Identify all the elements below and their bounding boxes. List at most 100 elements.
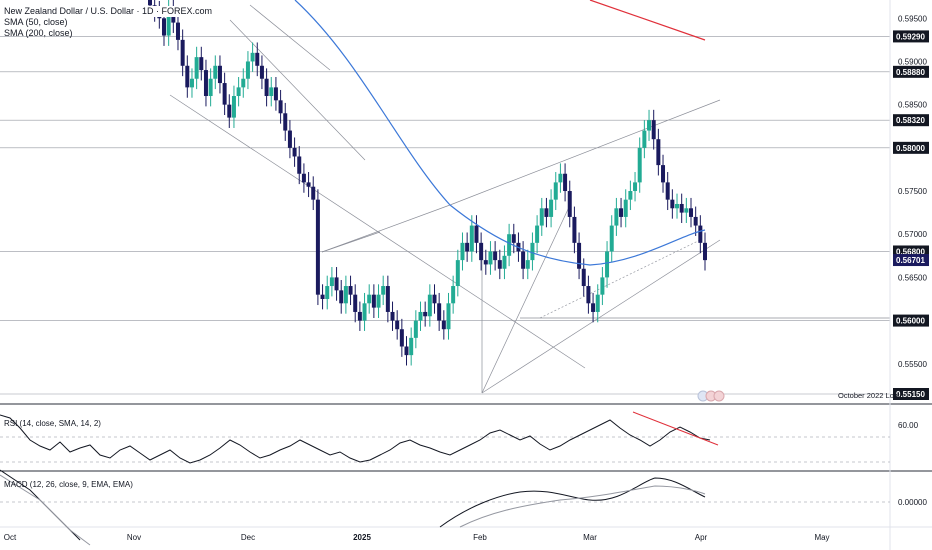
time-tick-label: Feb [473,533,487,542]
candle-body [381,286,386,295]
candle-body [661,165,666,183]
candle-body [628,191,633,200]
candle-body [231,96,236,118]
price-tag [893,254,929,267]
candle-body [334,277,339,291]
candle-body [637,147,642,183]
candle-body [488,251,493,265]
price-tick-label: 0.57500 [898,187,927,196]
candle-body [353,294,358,312]
price-tag-label: 0.58880 [896,68,925,77]
candle-body [301,173,306,183]
candle-body [633,182,638,192]
candle-body [161,18,166,36]
macd-pane [0,469,890,546]
moving-averages [294,0,706,266]
candle-body [497,260,502,269]
candle-body [357,311,362,321]
candle-body [642,130,647,148]
time-tick-label: Oct [4,533,17,542]
candle-body [521,251,526,269]
candle-body [367,294,372,304]
price-tag-label: 0.58000 [896,144,925,153]
candle-body [647,120,652,131]
candle-body [675,203,680,209]
candle-body [437,303,442,321]
candle-body [283,113,288,131]
candle-body [479,242,484,261]
october-2022-low-label: October 2022 Low [838,391,900,400]
candle-body [189,78,194,88]
candle-body [493,251,498,261]
macd-line [439,477,706,528]
price-tag [893,388,929,400]
candle-body [273,87,278,101]
time-tick-label: May [814,533,829,542]
price-tag [893,114,929,127]
candle-body [549,199,554,217]
macd-signal-line [459,485,706,528]
candle-body [451,286,456,304]
sma200-line [589,0,706,41]
sma200-label[interactable]: SMA (200, close) [4,28,73,38]
trendlines [169,4,890,394]
candle-body [665,182,670,200]
time-axis: Oct Nov Dec 2025 Feb Mar Apr May [4,533,830,542]
chart-legend: New Zealand Dollar / U.S. Dollar · 1D · … [4,6,213,39]
trendline [481,204,571,394]
macd-label[interactable]: MACD (12, 26, close, 9, EMA, EMA) [4,480,133,489]
candle-body [446,303,451,330]
symbol-title[interactable]: New Zealand Dollar / U.S. Dollar · 1D · … [4,6,213,17]
candle-body [679,203,684,213]
candle-body [362,303,367,321]
candle-body [278,100,283,114]
candle-body [530,242,535,261]
candle-body [180,39,185,66]
candle-body [306,182,311,187]
candle-body [553,182,558,200]
candle-body [563,173,568,192]
candle-body [502,255,507,269]
time-tick-label: 2025 [353,533,371,542]
price-tag-label: 0.58320 [896,116,925,125]
trendline [539,239,701,319]
candle-body [507,234,512,256]
candle-body [227,104,232,118]
price-tag-label: 0.59290 [896,32,925,41]
price-tick-label: 0.59500 [898,14,927,23]
rsi-label[interactable]: RSI (14, close, SMA, 14, 2) [4,419,101,428]
sma50-label[interactable]: SMA (50, close) [4,17,68,27]
price-tick-label: 0.58500 [898,101,927,110]
candle-body [194,57,199,79]
candle-body [432,294,437,304]
price-tag-label: 0.55150 [896,390,925,399]
candle-body [269,87,274,97]
candle-body [460,242,465,261]
trendline [249,4,331,71]
candle-body [539,208,544,226]
candle-body [483,260,488,265]
rsi-axis-label: 60.00 [898,421,919,430]
candle-body [404,346,409,356]
price-tag-label: 0.56800 [896,247,925,256]
candle-body [399,329,404,347]
time-tick-label: Apr [695,533,708,542]
candle-body [591,303,596,312]
candle-body [535,225,540,243]
candle-body [623,199,628,217]
candle-body [371,294,376,308]
price-tag [893,30,929,43]
rsi-pane [0,411,890,464]
price-tick-label: 0.57000 [898,230,927,239]
candle-body [469,225,474,252]
time-tick-label: Dec [241,533,255,542]
candle-body [222,83,227,105]
candle-body [441,320,446,330]
candle-body [455,260,460,287]
candle-body [297,156,302,174]
price-tick-label: 0.59000 [898,57,927,66]
candle-body [217,65,222,84]
event-flags-icon[interactable] [697,390,725,402]
candle-body [609,225,614,252]
